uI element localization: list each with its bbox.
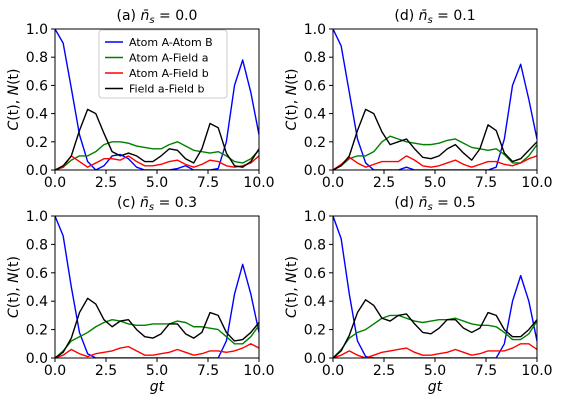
- y-tick-label: 0.2: [26, 323, 48, 339]
- x-axis-label: gt: [428, 379, 443, 395]
- y-tick-label: 0.4: [304, 294, 326, 310]
- y-axis-label: C(t), N(t): [6, 68, 22, 130]
- legend-label: Atom A-Field a: [129, 52, 208, 65]
- x-tick-label: 7.5: [197, 363, 219, 379]
- y-tick-label: 0.6: [304, 78, 326, 94]
- series-line-field-a-field-b: [333, 108, 537, 170]
- legend-label: Atom A-Field b: [129, 67, 209, 80]
- x-tick-label: 5.0: [146, 363, 168, 379]
- series-line-atom-a-field-a: [55, 318, 259, 358]
- x-tick-label: 5.0: [424, 175, 446, 191]
- series-line-field-a-field-b: [55, 108, 259, 170]
- series-line-atom-a-field-a: [333, 314, 537, 358]
- x-tick-label: 2.5: [373, 175, 395, 191]
- series-line-field-a-field-b: [333, 299, 537, 358]
- x-tick-label: 7.5: [475, 363, 497, 379]
- legend: Atom A-Atom B Atom A-Field a Atom A-Field …: [98, 29, 228, 99]
- x-tick-label: 2.5: [95, 175, 117, 191]
- panel-title: (c) n̄s = 0.3: [117, 195, 197, 213]
- y-axis-label: C(t), N(t): [284, 256, 300, 318]
- y-tick-label: 0.8: [26, 237, 48, 253]
- y-tick-label: 0.8: [304, 50, 326, 66]
- series-line-atom-a-atom-b: [333, 216, 537, 358]
- y-tick-label: 0.2: [304, 323, 326, 339]
- plot-frame: [332, 28, 538, 171]
- panel-0: 0.0 2.5 5.0 7.5 10.0 0.0 0.2 0.4 0.6 0.8 1.0 (a) n̄…: [6, 8, 275, 191]
- y-tick-label: 1.0: [304, 22, 326, 38]
- panel-2: 0.0 2.5 5.0 7.5 10.0 0.0 0.2 0.4 0.6 0.8 1.0 (c) n̄…: [6, 195, 275, 395]
- panel-title: (d) n̄s = 0.1: [394, 8, 475, 26]
- legend-label: Field a-Field b: [129, 83, 204, 96]
- x-tick-label: 0.0: [322, 175, 344, 191]
- x-axis-label: gt: [150, 379, 165, 395]
- x-tick-label: 10.0: [243, 175, 274, 191]
- series-line-atom-a-field-b: [55, 343, 259, 358]
- y-tick-label: 0.4: [26, 107, 48, 123]
- panel-1: 0.0 2.5 5.0 7.5 10.0 0.0 0.2 0.4 0.6 0.8 1.0 (d) n̄…: [284, 8, 553, 191]
- y-tick-label: 0.6: [26, 266, 48, 282]
- series-line-atom-a-field-b: [55, 155, 259, 170]
- series-line-atom-a-field-a: [333, 135, 537, 170]
- y-tick-label: 0.2: [304, 135, 326, 151]
- y-tick-label: 0.6: [304, 266, 326, 282]
- x-tick-label: 10.0: [521, 363, 552, 379]
- y-tick-label: 0.0: [26, 351, 48, 367]
- y-tick-label: 0.0: [304, 163, 326, 179]
- y-tick-label: 0.4: [304, 107, 326, 123]
- y-tick-label: 0.0: [304, 351, 326, 367]
- series-line-atom-a-field-b: [333, 155, 537, 170]
- y-tick-label: 0.0: [26, 163, 48, 179]
- y-axis-label: C(t), N(t): [6, 256, 22, 318]
- x-tick-label: 7.5: [475, 175, 497, 191]
- y-tick-label: 0.6: [26, 78, 48, 94]
- legend-box: [98, 29, 228, 99]
- y-tick-label: 1.0: [304, 209, 326, 225]
- x-tick-label: 7.5: [197, 175, 219, 191]
- y-tick-label: 1.0: [26, 22, 48, 38]
- x-tick-label: 0.0: [322, 363, 344, 379]
- x-tick-label: 0.0: [44, 175, 66, 191]
- y-tick-label: 1.0: [26, 209, 48, 225]
- legend-label: Atom A-Atom B: [129, 36, 213, 49]
- series-line-atom-a-field-b: [333, 343, 537, 358]
- panel-title: (d) n̄s = 0.5: [394, 195, 475, 213]
- series-line-field-a-field-b: [55, 297, 259, 358]
- series-line-atom-a-field-a: [55, 141, 259, 170]
- x-tick-label: 2.5: [95, 363, 117, 379]
- y-tick-label: 0.8: [304, 237, 326, 253]
- y-tick-label: 0.4: [26, 294, 48, 310]
- x-tick-label: 0.0: [44, 363, 66, 379]
- x-tick-label: 10.0: [521, 175, 552, 191]
- series-line-atom-a-atom-b: [55, 216, 259, 358]
- panel-title: (a) n̄s = 0.0: [117, 8, 198, 26]
- y-tick-label: 0.8: [26, 50, 48, 66]
- panel-3: 0.0 2.5 5.0 7.5 10.0 0.0 0.2 0.4 0.6 0.8 1.0 (d) n̄…: [284, 195, 553, 395]
- series-line-atom-a-atom-b: [333, 29, 537, 170]
- y-tick-label: 0.2: [26, 135, 48, 151]
- y-axis-label: C(t), N(t): [284, 68, 300, 130]
- x-tick-label: 2.5: [373, 363, 395, 379]
- series-line-atom-a-atom-b: [55, 29, 259, 170]
- x-tick-label: 5.0: [424, 363, 446, 379]
- x-tick-label: 10.0: [243, 363, 274, 379]
- x-tick-label: 5.0: [146, 175, 168, 191]
